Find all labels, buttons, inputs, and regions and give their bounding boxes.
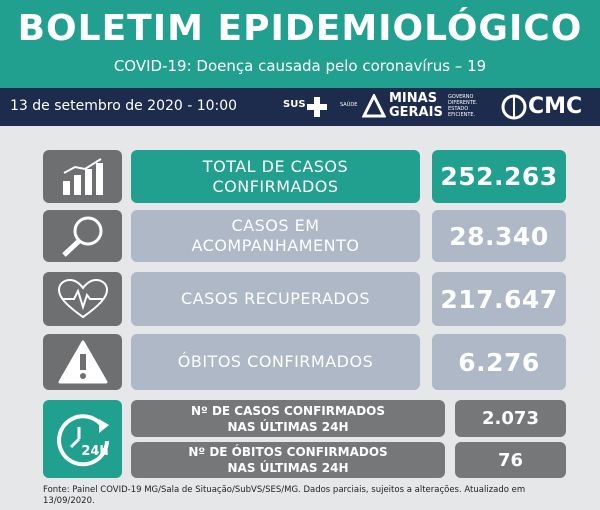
icon-box: [43, 334, 122, 390]
value-box: 6.276: [432, 334, 566, 390]
label: Nº DE CASOS CONFIRMADOS: [190, 403, 386, 418]
warning-icon: [58, 340, 107, 384]
gerais: GERAIS: [389, 105, 443, 120]
label: CASOS RECUPERADOS: [181, 289, 370, 308]
sus-cross: [307, 97, 327, 117]
saude-logo: SAÚDE: [340, 102, 358, 108]
heart-icon: [57, 279, 108, 319]
footer: Fonte: Painel COVID-19 MG/Sala de Situaç…: [43, 485, 526, 506]
title: BOLETIM EPIDEMIOLÓGICO: [17, 8, 583, 49]
value: 2.073: [482, 408, 539, 429]
label-box: CASOS EM ACOMPANHAMENTO: [131, 210, 420, 262]
value: 252.263: [440, 162, 558, 191]
header-band: BOLETIM EPIDEMIOLÓGICO COVID-19: Doença …: [0, 0, 600, 88]
label-box: ÓBITOS CONFIRMADOS: [131, 334, 420, 390]
value-box: 28.340: [432, 210, 566, 262]
chart-icon: [62, 157, 103, 195]
label-box: TOTAL DE CASOS CONFIRMADOS: [131, 150, 420, 203]
label: TOTAL DE CASOS: [202, 156, 349, 176]
mg-mark: [362, 94, 386, 118]
icon-box: [43, 210, 122, 262]
value: 6.276: [458, 347, 540, 377]
label: CONFIRMADOS: [212, 176, 339, 196]
value-box: 76: [455, 442, 566, 478]
subtitle: COVID-19: Doença causada pelo coronavíru…: [113, 57, 487, 75]
slogan: GOVERNO DIFERENTE. ESTADO EFICIENTE.: [448, 94, 478, 118]
label-box: CASOS RECUPERADOS: [131, 272, 420, 326]
label: ACOMPANHAMENTO: [191, 236, 360, 255]
icon-box: [43, 150, 122, 203]
label: CASOS EM: [231, 216, 320, 235]
slogan-line: ESTADO: [448, 106, 469, 112]
icon-label: 24h: [81, 444, 108, 459]
value-box: 217.647: [432, 272, 566, 326]
label: NAS ÚLTIMAS 24H: [227, 419, 349, 434]
value-box: 252.263: [432, 150, 566, 203]
minas: MINAS: [389, 91, 438, 106]
icon-box: 24h: [43, 400, 122, 478]
label-box: Nº DE ÓBITOS CONFIRMADOS NAS ÚLTIMAS 24H: [131, 442, 445, 478]
magnifier-icon: [61, 216, 102, 257]
icon-box: [43, 272, 122, 326]
value: 217.647: [440, 284, 558, 314]
value: 28.340: [449, 221, 549, 251]
minas-gerais: MINAS GERAIS: [389, 92, 443, 120]
label: Nº DE ÓBITOS CONFIRMADOS: [188, 445, 388, 459]
value-box: 2.073: [455, 400, 566, 437]
cmc-logo: CMC: [528, 94, 583, 119]
slogan-line: EFICIENTE.: [448, 112, 476, 118]
date: 13 de setembro de 2020 - 10:00: [10, 98, 238, 114]
label-box: Nº DE CASOS CONFIRMADOS NAS ÚLTIMAS 24H: [131, 400, 445, 437]
label: NAS ÚLTIMAS 24H: [227, 461, 349, 475]
cmc-mark: [501, 94, 527, 120]
slogan-line: DIFERENTE.: [448, 100, 478, 106]
clock-icon: 24h: [56, 414, 109, 467]
value: 76: [497, 449, 524, 471]
slogan-line: GOVERNO: [448, 94, 474, 100]
label: ÓBITOS CONFIRMADOS: [177, 352, 374, 371]
info-bar: 13 de setembro de 2020 - 10:00 SUS SAÚDE…: [0, 88, 600, 126]
sus-logo: SUS: [283, 99, 306, 110]
